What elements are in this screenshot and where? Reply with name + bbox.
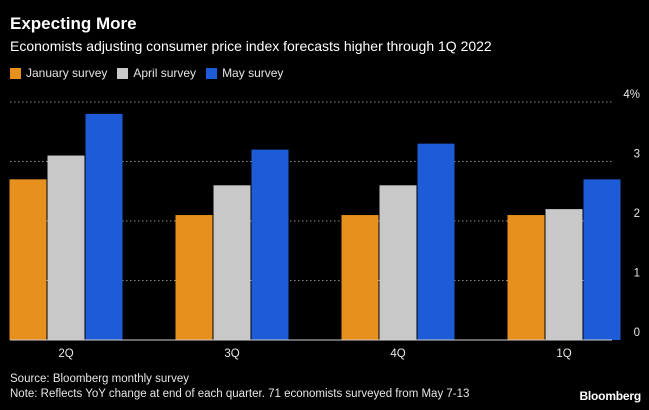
bar-2q-may (85, 113, 123, 341)
x-tick-label: 4Q (390, 348, 405, 360)
legend-swatch-january (10, 67, 21, 79)
y-tick-label: 4% (623, 89, 640, 101)
bloomberg-logo: Bloomberg (579, 389, 641, 403)
bar-2q-january (9, 179, 47, 340)
x-tick-label: 1Q (556, 348, 571, 360)
bar-3q-january (175, 215, 213, 340)
x-tick-label: 2Q (58, 348, 73, 360)
chart-title: Expecting More (10, 14, 137, 33)
legend-label-may: May survey (222, 66, 284, 80)
y-tick-label: 3 (634, 149, 640, 161)
bar-3q-may (251, 149, 289, 340)
bar-1q-january (507, 215, 545, 340)
y-tick-label: 0 (634, 327, 640, 339)
bar-4q-may (417, 143, 455, 340)
bar-4q-april (379, 185, 417, 340)
y-tick-label: 1 (634, 268, 640, 280)
x-tick-label: 3Q (224, 348, 239, 360)
legend-item-may: May survey (206, 66, 283, 80)
legend-item-january: January survey (10, 66, 107, 80)
legend: January survey April survey May survey (10, 66, 293, 80)
legend-swatch-may (206, 67, 218, 79)
footnote: Note: Reflects YoY change at end of each… (10, 388, 470, 400)
legend-label-january: January survey (26, 66, 108, 80)
bar-2q-april (47, 155, 85, 340)
y-tick-label: 2 (634, 208, 640, 220)
legend-item-april: April survey (117, 66, 196, 80)
source-note: Source: Bloomberg monthly survey (10, 373, 189, 385)
bar-1q-may (583, 179, 621, 340)
bar-3q-april (213, 185, 251, 340)
bar-1q-april (545, 209, 583, 340)
chart-subtitle: Economists adjusting consumer price inde… (10, 38, 492, 54)
legend-swatch-april (117, 67, 129, 79)
bar-4q-january (341, 215, 379, 340)
legend-label-april: April survey (133, 66, 197, 80)
